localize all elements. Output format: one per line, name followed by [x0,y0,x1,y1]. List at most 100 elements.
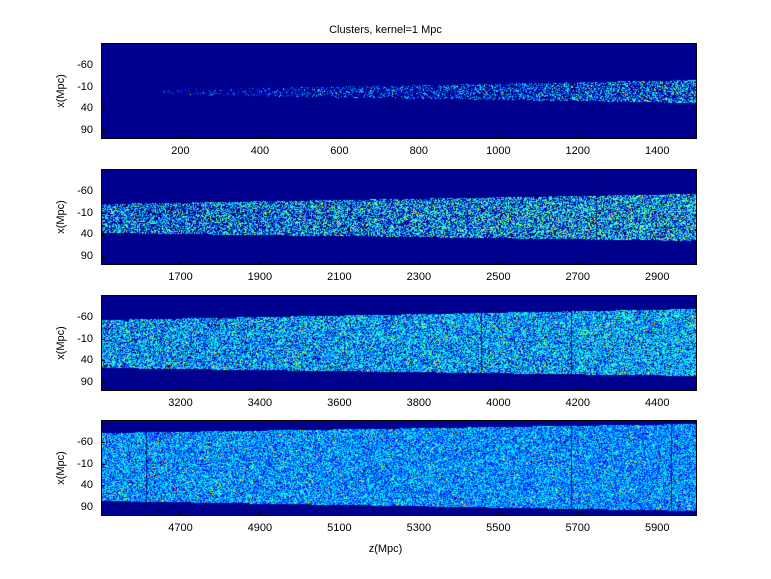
x-tick-mark [339,135,341,139]
heatmap-canvas-4 [101,420,697,516]
y-tick-label: -10 [77,332,93,345]
heatmap-canvas-3 [101,295,697,391]
y-tick-label: -10 [77,206,93,219]
heatmap-panel-1: x(Mpc) -60 -10 40 90 200 400 600 800 1000 1200 140… [55,43,697,157]
x-tick-mark [498,135,500,139]
x-tick-label: 4000 [486,397,511,409]
y-tick-label: -60 [77,310,93,323]
heatmap-canvas-2 [101,169,697,265]
x-tick-mark [577,261,579,265]
y-tick-label: 40 [80,102,93,115]
x-tick-label: 5700 [565,522,591,534]
x-tick-mark [180,512,182,516]
x-tick-label: 3400 [247,397,273,409]
x-axis-label: z(Mpc) [368,543,403,555]
x-tick-mark [418,512,420,516]
y-tick-label: -60 [77,435,93,448]
y-tick-mark [101,485,105,487]
x-tick-mark [577,387,579,391]
x-tick-label: 1200 [565,145,591,157]
x-tick-label: 800 [409,145,429,157]
x-tick-mark [498,387,500,391]
x-tick-label: 3800 [406,397,432,409]
x-tick-label: 2300 [406,271,432,283]
y-tick-label: -10 [77,457,93,470]
x-tick-label: 4200 [565,397,591,409]
y-tick-mark [101,86,105,88]
x-tick-mark [498,512,500,516]
x-tick-mark [657,261,659,265]
y-tick-label: 40 [80,354,93,367]
x-tick-label: 4400 [645,397,670,409]
y-tick-mark [101,108,105,110]
x-tick-mark [259,261,261,265]
x-tick-label: 600 [330,145,349,157]
x-tick-label: 1700 [168,271,193,283]
x-tick-mark [657,387,659,391]
x-tick-mark [259,135,261,139]
x-tick-mark [180,135,182,139]
y-tick-label: 90 [80,376,93,389]
x-tick-mark [577,135,579,139]
y-tick-mark [101,234,105,236]
x-tick-mark [657,512,659,516]
y-tick-mark [101,212,105,214]
x-tick-label: 2100 [327,271,352,283]
x-tick-label: 5300 [406,522,432,534]
x-tick-label: 2900 [645,271,670,283]
x-tick-mark [180,261,182,265]
heatmap-panel-3: x(Mpc) -60 -10 40 90 3200 3400 3600 3800 4000 420… [55,295,697,409]
y-tick-mark [101,338,105,340]
y-tick-mark [101,256,105,258]
y-tick-mark [101,64,105,66]
x-tick-mark [418,387,420,391]
y-tick-label: -60 [77,184,93,197]
x-tick-mark [180,387,182,391]
x-tick-label: 200 [171,145,190,157]
y-tick-label: 90 [80,250,93,263]
y-tick-mark [101,130,105,132]
y-tick-label: 90 [80,124,93,137]
x-tick-mark [339,512,341,516]
y-tick-label: 40 [80,479,93,492]
x-tick-label: 5100 [327,522,352,534]
heatmap-panel-2: x(Mpc) -60 -10 40 90 1700 1900 2100 2300 2500 270… [55,169,697,283]
y-tick-label: 90 [80,501,93,514]
y-tick-mark [101,316,105,318]
y-tick-label: -60 [77,58,93,71]
x-tick-label: 2500 [486,271,511,283]
x-tick-label: 3200 [168,397,193,409]
y-axis-label: x(Mpc) [55,451,67,485]
y-tick-mark [101,507,105,509]
x-tick-label: 400 [250,145,270,157]
y-tick-mark [101,382,105,384]
x-tick-mark [577,512,579,516]
heatmap-panel-4: x(Mpc) -60 -10 40 90 4700 4900 5100 5300 5500 570… [55,420,697,534]
y-axis-label: x(Mpc) [55,200,67,234]
x-tick-mark [259,387,261,391]
x-tick-label: 1000 [486,145,511,157]
y-tick-mark [101,463,105,465]
y-tick-label: 40 [80,228,93,241]
x-tick-label: 5500 [486,522,511,534]
x-tick-mark [498,261,500,265]
y-axis-label: x(Mpc) [55,326,67,360]
x-tick-mark [418,261,420,265]
heatmap-canvas-1 [101,43,697,139]
x-tick-label: 3600 [327,397,352,409]
x-tick-mark [657,135,659,139]
x-tick-mark [259,512,261,516]
y-axis-label: x(Mpc) [55,74,67,108]
x-tick-label: 2700 [565,271,591,283]
x-tick-label: 5900 [645,522,670,534]
x-tick-label: 1900 [247,271,273,283]
x-tick-mark [339,261,341,265]
y-tick-mark [101,360,105,362]
x-tick-label: 4700 [168,522,193,534]
x-tick-label: 4900 [247,522,273,534]
chart-title: Clusters, kernel=1 Mpc [329,24,442,36]
y-tick-mark [101,190,105,192]
y-tick-label: -10 [77,80,93,93]
y-tick-mark [101,441,105,443]
x-tick-label: 1400 [645,145,670,157]
